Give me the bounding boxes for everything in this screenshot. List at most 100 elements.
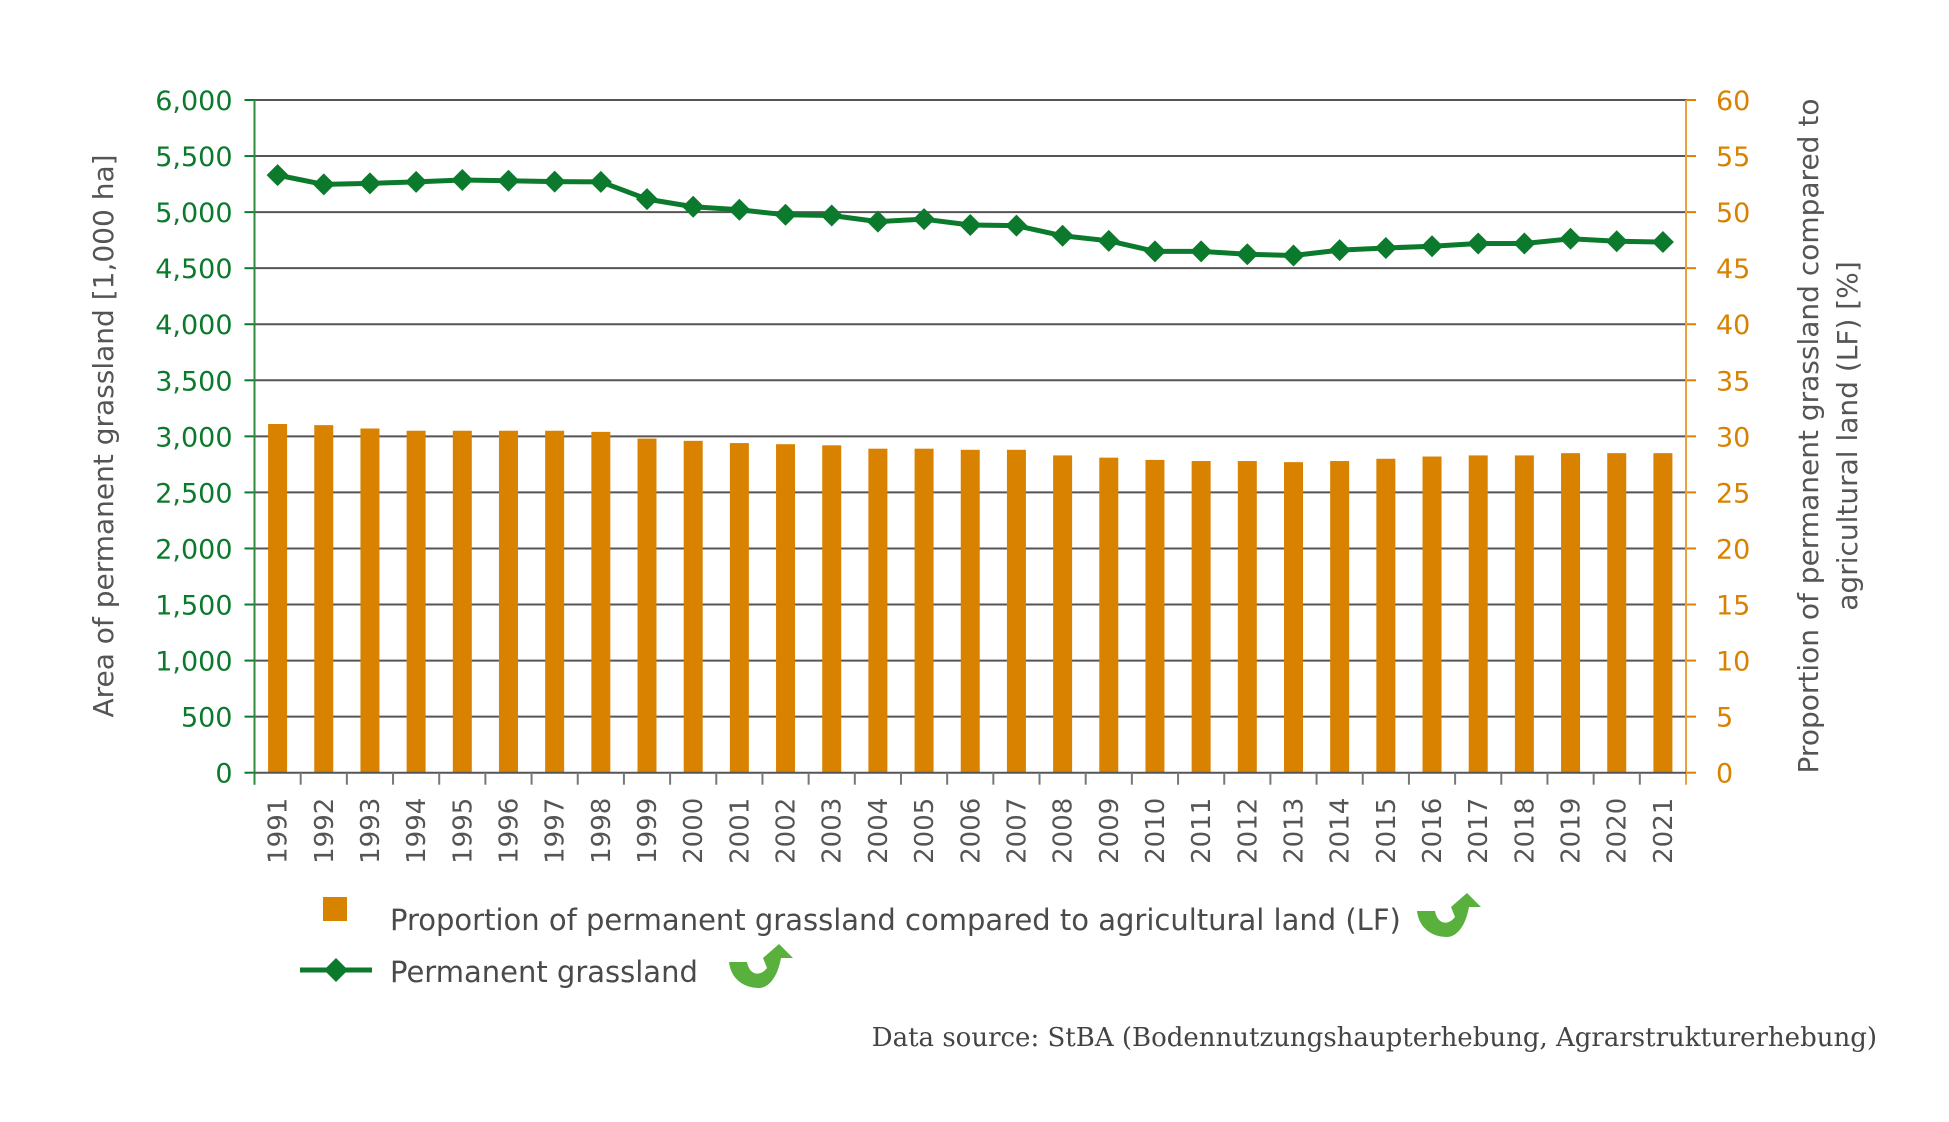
left-y-tick-label: 1,000 (155, 647, 232, 678)
x-tick-label: 2000 (679, 798, 709, 864)
line-point-diamond (682, 195, 705, 218)
right-y-axis-title-line1: Proportion of permanent grassland compar… (1792, 99, 1825, 774)
line-point-diamond (1005, 214, 1028, 237)
line-point-diamond (1651, 231, 1674, 254)
right-y-tick-label: 20 (1716, 534, 1750, 565)
line-point-diamond (358, 172, 381, 195)
line-point-diamond (728, 198, 751, 221)
right-y-tick-label: 40 (1716, 310, 1750, 341)
left-y-tick-label: 5,500 (155, 142, 232, 173)
right-y-tick-label: 55 (1716, 142, 1750, 173)
bar (1006, 449, 1026, 773)
bar (729, 443, 749, 773)
bar (1376, 458, 1396, 773)
x-tick-label: 2004 (864, 798, 894, 864)
line-point-diamond (543, 170, 566, 193)
bar (960, 449, 980, 773)
x-tick-label: 1993 (356, 798, 386, 864)
left-y-tick-label: 6,000 (155, 86, 232, 117)
left-y-tick-label: 2,500 (155, 478, 232, 509)
left-y-tick-label: 500 (181, 703, 233, 734)
line-point-diamond (913, 208, 936, 231)
bar (683, 440, 703, 773)
line-point-diamond (1374, 236, 1397, 259)
line-point-diamond (1421, 235, 1444, 258)
x-tick-label: 2016 (1418, 798, 1448, 864)
line-point-diamond (866, 210, 889, 233)
line-point-diamond (1236, 243, 1259, 266)
line-series (266, 164, 1674, 267)
bar (1145, 459, 1165, 773)
x-tick-label: 2008 (1049, 798, 1079, 864)
line-point-diamond (774, 203, 797, 226)
line-point-diamond (1190, 240, 1213, 263)
right-y-tick-label: 45 (1716, 254, 1750, 285)
left-y-tick-label: 1,500 (155, 591, 232, 622)
data-source: Data source: StBA (Bodennutzungshaupterh… (872, 1023, 1877, 1053)
bar (268, 424, 288, 773)
left-y-tick-label: 4,500 (155, 254, 232, 285)
right-y-tick-label: 35 (1716, 366, 1750, 397)
line-point-diamond (405, 170, 428, 193)
line-point-diamond (1559, 227, 1582, 250)
x-tick-label: 2012 (1233, 798, 1263, 864)
line-point-diamond (312, 173, 335, 196)
bar (1053, 455, 1073, 773)
bar (1283, 462, 1303, 773)
x-tick-label: 2015 (1372, 798, 1402, 864)
x-tick-label: 1999 (633, 798, 663, 864)
right-y-tick-label: 10 (1716, 647, 1750, 678)
bar (868, 448, 888, 773)
bar (452, 430, 472, 773)
right-y-tick-label: 50 (1716, 198, 1750, 229)
right-y-tick-label: 5 (1716, 703, 1733, 734)
right-y-tick-label: 25 (1716, 478, 1750, 509)
line-point-diamond (1328, 239, 1351, 262)
line-point-diamond (1467, 232, 1490, 255)
line-point-diamond (820, 204, 843, 227)
bar (1514, 455, 1534, 773)
line-point-diamond (1143, 240, 1166, 263)
x-tick-label: 2014 (1326, 798, 1356, 864)
x-tick-label: 2005 (910, 798, 940, 864)
bar (1607, 453, 1627, 773)
line-point-diamond (1282, 244, 1305, 267)
legend-diamond-icon (324, 958, 348, 982)
line-point-diamond (959, 214, 982, 237)
bar (1099, 457, 1119, 773)
line-point-diamond (1605, 230, 1628, 253)
legend-line-trend-upward-curved-arrow-icon (729, 944, 793, 988)
x-tick-label: 1998 (587, 798, 617, 864)
x-tick-label: 1991 (264, 798, 294, 864)
x-tick-label: 1995 (448, 798, 478, 864)
bar (914, 448, 934, 773)
x-tick-label: 2001 (725, 798, 755, 864)
bar (591, 431, 611, 773)
bar (822, 445, 842, 773)
right-y-tick-label: 30 (1716, 422, 1750, 453)
x-tick-label: 2006 (956, 798, 986, 864)
left-y-tick-label: 5,000 (155, 198, 232, 229)
line-point-diamond (636, 188, 659, 211)
bar (1422, 456, 1442, 773)
left-y-axis-title: Area of permanent grassland [1,000 ha] (87, 154, 120, 717)
x-tick-label: 2002 (772, 798, 802, 864)
bar-series (268, 424, 1673, 773)
bar (1237, 461, 1257, 773)
line-point-diamond (497, 169, 520, 192)
x-tick-label: 2010 (1141, 798, 1171, 864)
x-tick-label: 2018 (1510, 798, 1540, 864)
legend: Proportion of permanent grassland compar… (300, 893, 1481, 989)
line-point-diamond (451, 169, 474, 192)
x-tick-label: 2017 (1464, 798, 1494, 864)
x-tick-label: 2020 (1603, 798, 1633, 864)
legend-bar-trend-upward-curved-arrow-icon (1417, 893, 1481, 937)
bar (314, 425, 334, 773)
x-tick-label: 2021 (1649, 798, 1679, 864)
right-y-tick-label: 60 (1716, 86, 1750, 117)
x-tick-label: 1997 (541, 798, 571, 864)
right-y-tick-label: 0 (1716, 759, 1733, 790)
line-point-diamond (589, 170, 612, 193)
line-point-diamond (1097, 229, 1120, 252)
